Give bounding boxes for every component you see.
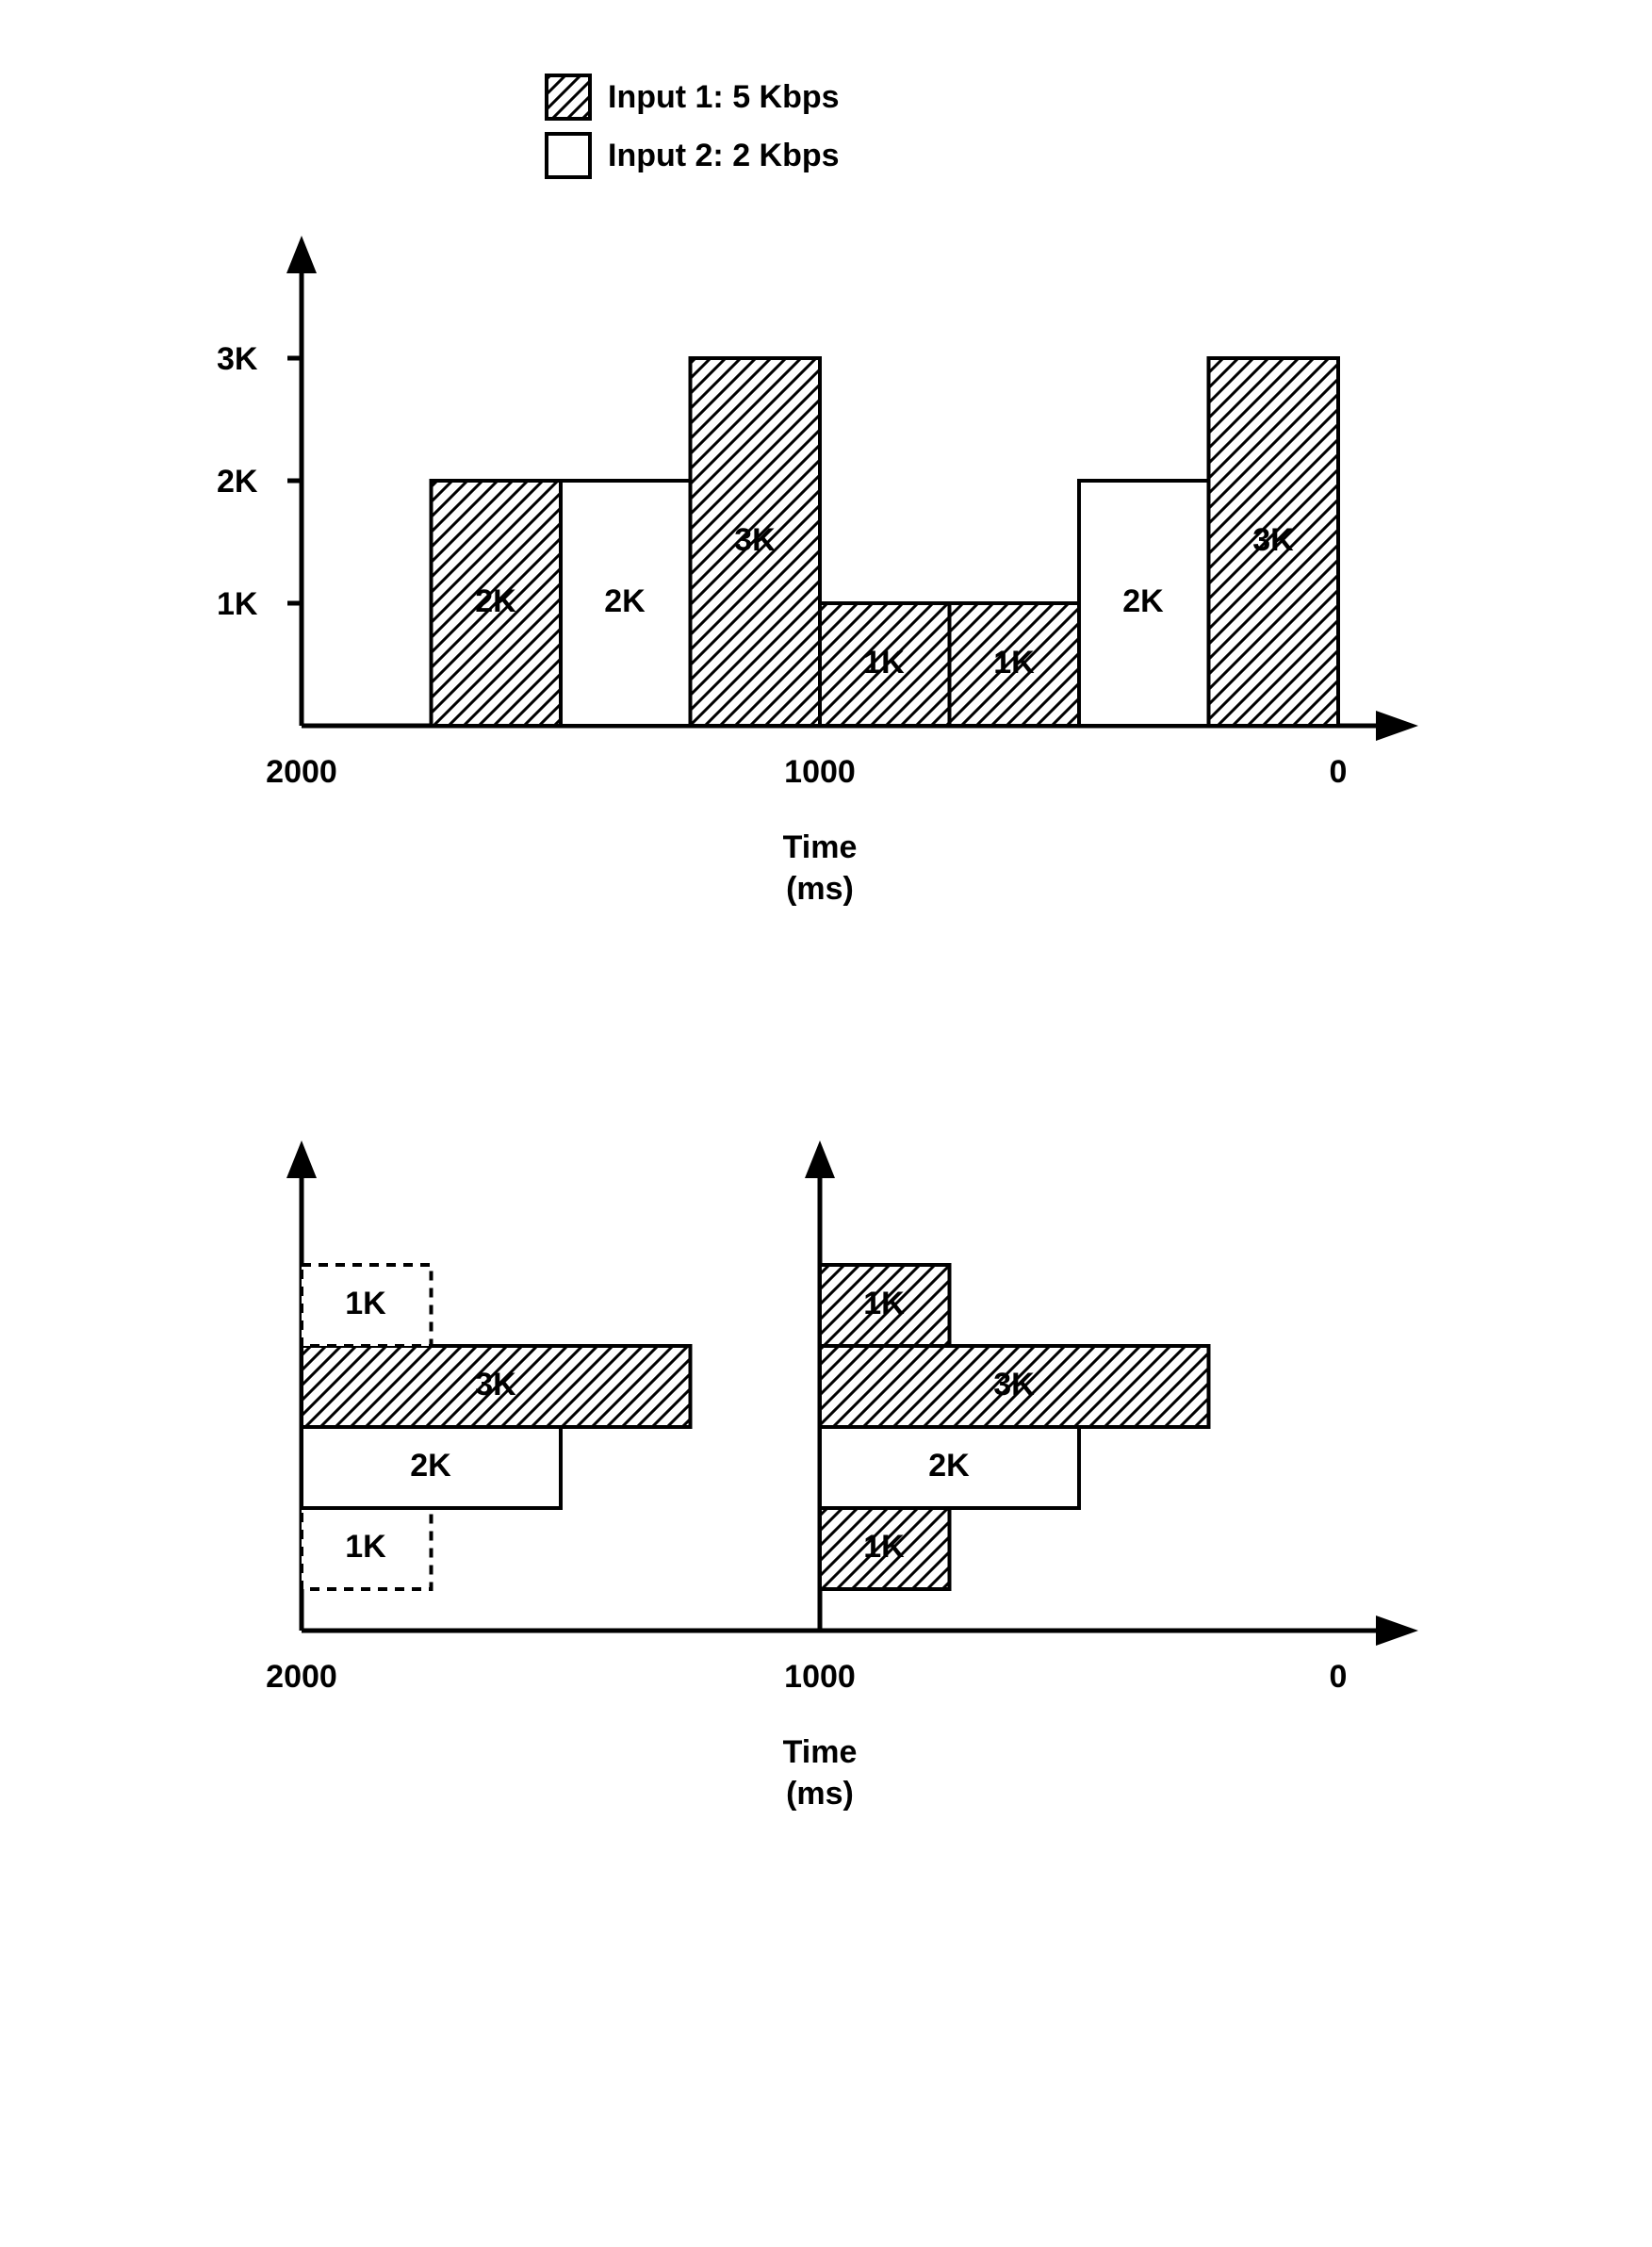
g1-row3-label: 2K xyxy=(410,1448,451,1484)
bar-2-label: 2K xyxy=(604,583,646,619)
ytick-2k: 2K xyxy=(217,464,258,500)
group-2000: 1K 2K 3K 1K xyxy=(286,1140,691,1631)
bxtick-2000: 2000 xyxy=(266,1659,337,1695)
bar-5-label: 1K xyxy=(993,645,1035,681)
legend-label-2: Input 2: 2 Kbps xyxy=(608,138,840,173)
g2-row3-label: 2K xyxy=(928,1448,970,1484)
top-chart: 1K 2K 3K 2000 1000 0 2K 2K 3K 1K 1K 2K 3… xyxy=(57,198,1595,933)
ytick-1k: 1K xyxy=(217,586,258,622)
x-axis-title-2: (ms) xyxy=(786,871,854,907)
legend-item-input1: Input 1: 5 Kbps xyxy=(547,75,840,119)
g2-row2-label: 3K xyxy=(993,1367,1035,1402)
x-ticks: 2000 1000 0 xyxy=(266,754,1347,790)
bottom-chart: 2000 1000 0 1K 2K 3K 1K 1K 2K 3K xyxy=(57,1103,1595,1857)
bx-axis-title-1: Time xyxy=(783,1734,858,1770)
bx-axis-title-2: (ms) xyxy=(786,1776,854,1812)
g1-row1-label: 1K xyxy=(345,1286,386,1321)
g2-row1-label: 1K xyxy=(863,1286,905,1321)
bar-4-label: 1K xyxy=(863,645,905,681)
bar-1-label: 2K xyxy=(475,583,516,619)
bars: 2K 2K 3K 1K 1K 2K 3K xyxy=(432,358,1339,726)
x-axis-title-1: Time xyxy=(783,829,858,865)
legend-label-1: Input 1: 5 Kbps xyxy=(608,79,840,115)
y-ticks: 1K 2K 3K xyxy=(217,341,302,622)
legend-item-input2: Input 2: 2 Kbps xyxy=(547,134,840,177)
legend: Input 1: 5 Kbps Input 2: 2 Kbps xyxy=(57,57,1595,198)
bar-3-label: 3K xyxy=(734,522,776,558)
bar-7-label: 3K xyxy=(1252,522,1294,558)
xtick-1000: 1000 xyxy=(784,754,856,790)
g1-row2-label: 3K xyxy=(475,1367,516,1402)
g1-row4-label: 1K xyxy=(345,1529,386,1565)
bar-6-label: 2K xyxy=(1122,583,1164,619)
g2-row4-label: 1K xyxy=(863,1529,905,1565)
group-1000: 1K 2K 3K 1K xyxy=(805,1140,1209,1631)
bxtick-0: 0 xyxy=(1330,1659,1348,1695)
xtick-0: 0 xyxy=(1330,754,1348,790)
bxtick-1000: 1000 xyxy=(784,1659,856,1695)
ytick-3k: 3K xyxy=(217,341,258,377)
xtick-2000: 2000 xyxy=(266,754,337,790)
